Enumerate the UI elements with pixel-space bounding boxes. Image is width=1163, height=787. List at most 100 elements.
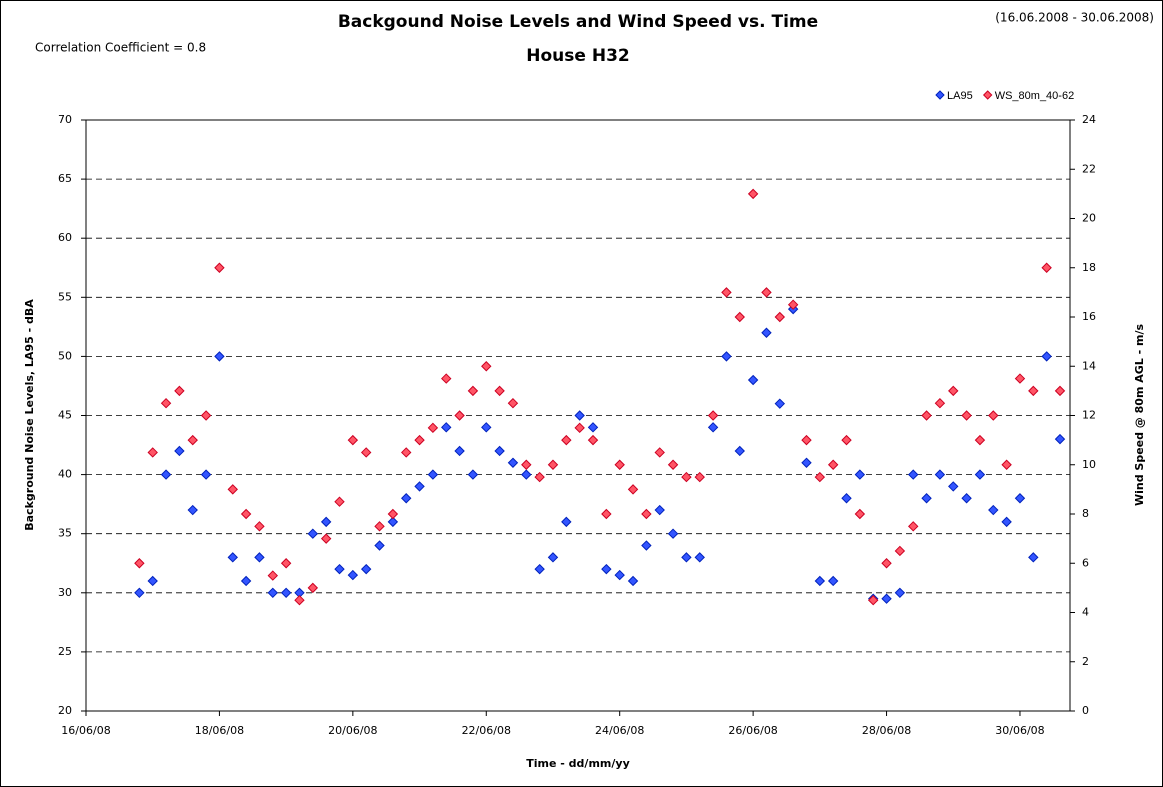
data-point: [614, 459, 625, 470]
y-tick-label: 50: [58, 349, 72, 362]
data-point: [1028, 552, 1039, 563]
data-point: [334, 563, 345, 575]
data-point: [934, 397, 946, 409]
data-point: [347, 569, 359, 581]
data-point: [694, 552, 705, 563]
data-point: [908, 521, 919, 532]
data-point: [200, 469, 212, 480]
data-point: [441, 373, 452, 384]
y-tick-label: 60: [58, 231, 72, 244]
data-point: [1028, 385, 1039, 397]
y2-tick-label: 4: [1082, 606, 1089, 619]
chart-title: Backgound Noise Levels and Wind Speed vs…: [338, 12, 818, 32]
y2-axis-title: Wind Speed @ 80m AGL - m/s: [1133, 324, 1146, 507]
y2-tick-label: 24: [1082, 113, 1096, 126]
data-point: [494, 385, 505, 397]
data-point: [507, 457, 519, 468]
data-point: [921, 493, 932, 504]
data-point: [507, 397, 519, 409]
data-point: [721, 287, 732, 298]
data-point: [827, 575, 839, 587]
data-point: [841, 493, 852, 504]
data-point: [1014, 493, 1026, 504]
data-point: [908, 469, 919, 480]
data-point: [1001, 516, 1012, 528]
data-point: [427, 422, 439, 434]
data-point: [467, 385, 479, 397]
y2-tick-label: 14: [1082, 359, 1096, 372]
data-point: [854, 508, 866, 520]
y-tick-label: 20: [58, 704, 72, 717]
data-point: [307, 582, 319, 594]
data-point: [988, 504, 999, 516]
data-point: [721, 351, 732, 362]
data-point: [787, 299, 799, 310]
data-point: [174, 445, 185, 457]
data-point: [827, 459, 839, 470]
data-point: [734, 445, 745, 457]
data-point: [187, 504, 198, 516]
data-point: [427, 469, 439, 480]
y-tick-label: 45: [58, 409, 72, 422]
data-point: [401, 447, 412, 458]
data-point: [667, 459, 679, 470]
data-point: [521, 459, 532, 470]
data-point: [1041, 351, 1052, 362]
legend-marker: [935, 90, 945, 100]
data-point: [147, 575, 158, 587]
data-point: [961, 493, 972, 504]
data-point: [961, 410, 972, 421]
data-point: [547, 459, 559, 470]
data-point: [641, 540, 652, 551]
data-point: [481, 361, 492, 372]
data-point: [761, 327, 772, 338]
data-point: [881, 593, 892, 604]
data-point: [734, 311, 745, 323]
data-point: [561, 434, 572, 446]
data-point: [267, 570, 279, 581]
data-point: [988, 410, 999, 421]
data-point: [681, 471, 692, 483]
data-point: [614, 569, 625, 581]
y2-tick-label: 6: [1082, 556, 1089, 569]
data-point: [654, 447, 665, 458]
data-point: [441, 422, 452, 433]
data-point: [587, 422, 599, 433]
data-point: [948, 481, 959, 492]
data-point: [974, 434, 986, 446]
x-tick-label: 18/06/08: [195, 724, 244, 737]
correlation-note: Correlation Coefficient = 0.8: [35, 41, 206, 55]
data-point: [360, 563, 372, 575]
data-point: [587, 434, 599, 446]
y2-tick-label: 18: [1082, 261, 1096, 274]
x-tick-label: 24/06/08: [595, 724, 644, 737]
legend-label: LA95: [947, 90, 973, 102]
legend-marker: [982, 90, 993, 100]
data-point: [707, 410, 719, 421]
x-tick-label: 16/06/08: [61, 724, 110, 737]
data-point: [654, 504, 665, 516]
x-tick-label: 20/06/08: [328, 724, 377, 737]
data-point: [801, 457, 812, 468]
data-point: [867, 594, 879, 606]
data-point: [227, 552, 238, 563]
data-point: [494, 445, 505, 457]
y-tick-label: 55: [58, 290, 72, 303]
data-point: [134, 558, 145, 569]
data-point: [814, 471, 826, 483]
data-point: [307, 528, 319, 539]
data-point: [414, 481, 425, 492]
data-point: [814, 575, 826, 587]
data-point: [547, 552, 559, 563]
data-point: [667, 528, 679, 539]
data-point: [934, 469, 946, 480]
data-point: [561, 516, 572, 528]
data-point: [387, 516, 399, 528]
data-point: [707, 422, 719, 433]
date-range: (16.06.2008 - 30.06.2008): [995, 11, 1154, 25]
data-point: [334, 496, 345, 507]
data-point: [894, 587, 906, 599]
data-point: [747, 188, 759, 200]
data-point: [214, 262, 225, 273]
